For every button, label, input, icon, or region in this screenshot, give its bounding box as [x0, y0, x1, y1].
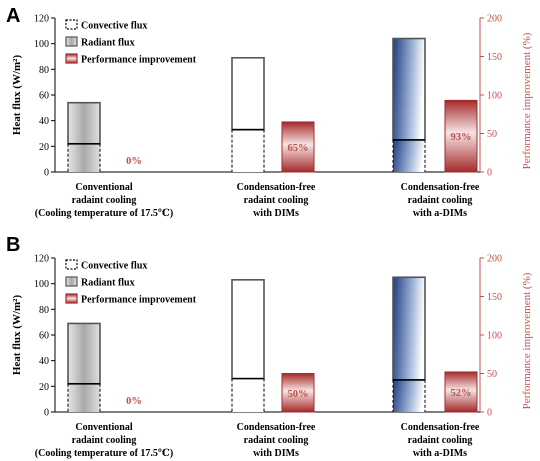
bar-convective-flux: [68, 383, 100, 412]
right-tick-label: 200: [487, 14, 502, 25]
bar-radiant-flux: [392, 276, 426, 381]
legend-label: Radiant flux: [81, 278, 135, 289]
bar-convective-fill: [232, 129, 264, 172]
legend-label: Performance improvement: [81, 55, 197, 66]
improvement-label: 0%: [126, 396, 142, 407]
bar-convective-flux: [393, 379, 425, 412]
left-tick-label: 0: [44, 408, 49, 419]
y2-axis-label: Performance improvement (%): [521, 32, 533, 169]
left-tick-label: 0: [44, 168, 49, 179]
bar-radiant-flux: [67, 101, 101, 145]
bar-convective-flux: [68, 143, 100, 172]
category-label: radaint cooling: [408, 435, 473, 446]
category-label: Conventional: [75, 422, 132, 433]
category-label: Condensation-free: [237, 182, 316, 193]
category-label: with DIMs: [253, 208, 299, 219]
category-label: (Cooling temperature of 17.5℃): [35, 448, 173, 459]
category-label: with DIMs: [253, 448, 299, 459]
legend-label: Convective flux: [81, 261, 147, 272]
y-axis-label: Heat flux (W/m²): [11, 55, 23, 136]
left-tick-label: 40: [39, 356, 49, 367]
improvement-label: 0%: [126, 156, 142, 167]
left-tick-label: 120: [34, 14, 49, 25]
bar-radiant-flux: [67, 322, 101, 385]
legend-swatch: [65, 36, 78, 47]
bar-convective-fill: [232, 378, 264, 412]
category-label: Condensation-free: [237, 422, 316, 433]
category-label: with a-DIMs: [413, 448, 467, 459]
bar-performance-improvement: [281, 121, 315, 173]
left-tick-label: 20: [39, 142, 49, 153]
bar-performance-improvement: [281, 373, 315, 413]
improvement-label: 50%: [288, 389, 309, 400]
category-label: radaint cooling: [72, 435, 137, 446]
bar-radiant-flux: [392, 37, 426, 141]
improvement-label: 65%: [288, 143, 309, 154]
right-tick-label: 50: [487, 129, 497, 140]
left-tick-label: 120: [34, 254, 49, 265]
right-tick-label: 0: [487, 408, 492, 419]
left-tick-label: 100: [34, 39, 49, 50]
right-tick-label: 100: [487, 91, 502, 102]
right-tick-label: 50: [487, 369, 497, 380]
legend-label: Radiant flux: [81, 38, 135, 49]
panel-letter: A: [6, 5, 20, 27]
left-tick-label: 40: [39, 116, 49, 127]
category-label: radaint cooling: [244, 435, 309, 446]
legend-label: Performance improvement: [81, 295, 197, 306]
category-label: (Cooling temperature of 17.5℃): [35, 208, 173, 219]
panel-letter: B: [6, 234, 20, 256]
left-tick-label: 20: [39, 382, 49, 393]
legend-swatch: [65, 276, 78, 287]
bar-radiant-flux: [231, 56, 265, 131]
legend-swatch: [65, 19, 78, 30]
category-label: radaint cooling: [408, 195, 473, 206]
right-tick-label: 100: [487, 331, 502, 342]
legend-swatch: [65, 53, 78, 64]
right-tick-label: 150: [487, 292, 502, 303]
legend-label: Convective flux: [81, 21, 147, 32]
bar-radiant-flux: [231, 279, 265, 380]
improvement-label: 52%: [451, 388, 472, 399]
category-label: with a-DIMs: [413, 208, 467, 219]
right-tick-label: 200: [487, 254, 502, 265]
category-label: Conventional: [75, 182, 132, 193]
right-tick-label: 150: [487, 52, 502, 63]
left-tick-label: 60: [39, 331, 49, 342]
legend-swatch: [65, 259, 78, 270]
y2-axis-label: Performance improvement (%): [521, 272, 533, 409]
improvement-label: 93%: [451, 132, 472, 143]
bar-performance-improvement: [444, 371, 478, 413]
left-tick-label: 100: [34, 279, 49, 290]
category-label: Condensation-free: [401, 182, 480, 193]
right-tick-label: 0: [487, 168, 492, 179]
bar-performance-improvement: [444, 99, 478, 173]
bar-convective-flux: [393, 139, 425, 172]
chart-panel-b: B 0 20 40 60 80 100 120 0 50 100 150 200 Heat flux (W…: [6, 234, 533, 459]
left-tick-label: 60: [39, 91, 49, 102]
category-label: radaint cooling: [244, 195, 309, 206]
legend-swatch: [65, 293, 78, 304]
left-tick-label: 80: [39, 305, 49, 316]
y-axis-label: Heat flux (W/m²): [11, 295, 23, 376]
chart-panel-a: A 0 20 40 60 80 100 120 0 50 100 150 200 Heat flux (W…: [6, 5, 533, 219]
category-label: radaint cooling: [72, 195, 137, 206]
left-tick-label: 80: [39, 65, 49, 76]
category-label: Condensation-free: [401, 422, 480, 433]
